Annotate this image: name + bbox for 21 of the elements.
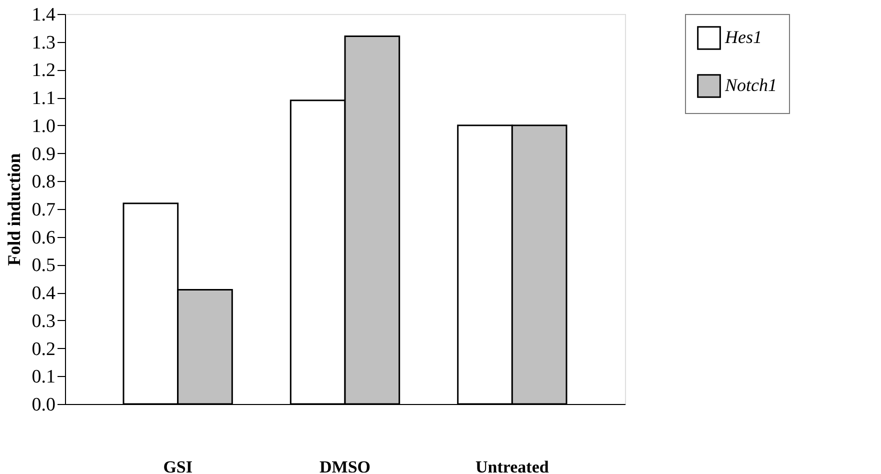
y-tick-label: 0.9 bbox=[32, 144, 56, 165]
y-tick-label: 0.0 bbox=[32, 394, 56, 416]
y-tick-label: 1.3 bbox=[32, 32, 56, 54]
y-tick-label: 1.1 bbox=[32, 88, 56, 110]
x-tick-label: Untreated bbox=[475, 458, 550, 474]
y-tick-label: 1.4 bbox=[32, 4, 56, 26]
y-tick-label: 0.2 bbox=[32, 338, 56, 360]
x-tick-label: GSI bbox=[163, 458, 193, 474]
legend-label: Notch1 bbox=[724, 75, 777, 95]
y-tick-label: 0.6 bbox=[32, 227, 56, 248]
y-tick-label: 0.4 bbox=[32, 283, 56, 304]
y-tick-label: 1.0 bbox=[32, 116, 56, 137]
x-tick-label: DMSO bbox=[320, 458, 370, 474]
y-tick-label: 0.8 bbox=[32, 172, 56, 193]
y-tick-label: 0.5 bbox=[32, 255, 56, 276]
y-tick-label: 0.3 bbox=[32, 310, 56, 332]
y-axis-title: Fold induction bbox=[4, 153, 24, 266]
legend-label: Hes1 bbox=[724, 27, 762, 47]
y-tick-label: 1.2 bbox=[32, 60, 56, 82]
y-tick-label: 0.7 bbox=[32, 200, 56, 220]
y-tick-label: 0.1 bbox=[32, 366, 56, 388]
